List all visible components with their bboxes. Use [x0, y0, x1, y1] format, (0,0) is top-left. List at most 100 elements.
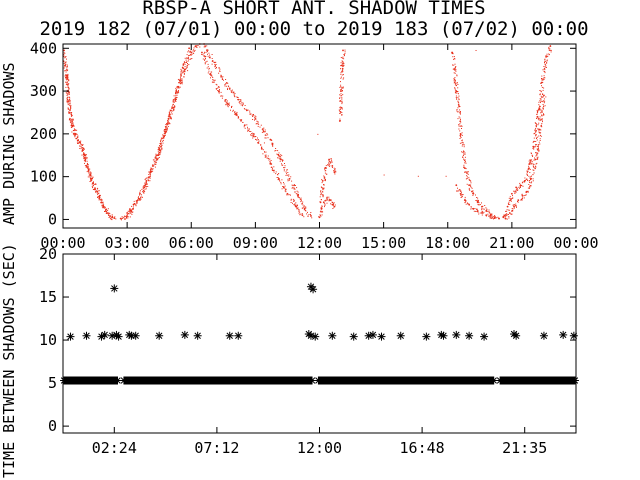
scatter-dot — [540, 125, 542, 127]
scatter-dot — [491, 213, 493, 215]
scatter-dot — [160, 151, 162, 153]
scatter-dot — [91, 185, 93, 187]
scatter-dot — [217, 87, 219, 89]
scatter-dot — [155, 155, 156, 157]
scatter-dot — [297, 191, 299, 193]
scatter-dot — [258, 142, 260, 144]
scatter-dot — [204, 59, 205, 61]
scatter-dot — [339, 110, 341, 112]
scatter-dot — [98, 192, 100, 194]
scatter-dot — [532, 148, 534, 149]
scatter-dot — [267, 155, 269, 157]
scatter-dot — [494, 216, 496, 218]
scatter-dot — [298, 209, 300, 211]
scatter-dot — [538, 119, 540, 121]
scatter-dot — [464, 171, 466, 173]
scatter-dot — [93, 189, 95, 190]
series-3 — [124, 47, 192, 220]
scatter-dot — [221, 95, 223, 97]
scatter-dot — [101, 199, 103, 201]
scatter-dot — [281, 164, 283, 166]
scatter-dot — [492, 217, 493, 219]
scatter-dot — [479, 204, 481, 205]
scatter-dot — [74, 129, 76, 131]
scatter-dot — [323, 188, 325, 190]
scatter-dot — [158, 149, 160, 151]
scatter-dot — [544, 61, 545, 63]
scatter-dot — [341, 87, 343, 88]
scatter-dot — [519, 182, 521, 184]
scatter-dot — [526, 171, 528, 173]
scatter-dot — [189, 58, 191, 60]
scatter-dot — [95, 190, 97, 192]
scatter-dot — [69, 100, 71, 102]
scatter-dot — [232, 110, 234, 112]
scatter-dot — [208, 67, 210, 69]
scatter-dot — [301, 213, 303, 215]
data-point — [463, 199, 466, 202]
scatter-dot — [177, 91, 179, 93]
scatter-dot — [220, 76, 222, 78]
scatter-dot — [159, 154, 161, 156]
scatter-dot — [505, 215, 507, 217]
scatter-dot — [542, 104, 544, 105]
scatter-dot — [341, 107, 343, 109]
scatter-dot — [273, 169, 275, 171]
scatter-dot — [533, 166, 535, 168]
scatter-dot — [541, 119, 543, 121]
scatter-dot — [80, 144, 82, 146]
scatter-dot — [190, 54, 191, 56]
x-tick-label: 12:00 — [297, 439, 342, 457]
scatter-dot — [304, 208, 306, 210]
scatter-dot — [455, 97, 457, 98]
scatter-dot — [461, 145, 463, 147]
scatter-dot — [508, 200, 510, 202]
scatter-dot — [538, 129, 540, 131]
scatter-dot — [339, 120, 341, 121]
scatter-dot — [64, 56, 66, 58]
asterisk-marker — [377, 332, 386, 341]
asterisk-marker — [82, 331, 91, 340]
scatter-dot — [204, 55, 206, 57]
scatter-dot — [172, 99, 174, 101]
scatter-dot — [471, 208, 473, 210]
scatter-dot — [180, 75, 182, 77]
scatter-dot — [85, 157, 87, 159]
scatter-dot — [69, 102, 71, 104]
scatter-dot — [342, 56, 344, 58]
scatter-dot — [184, 68, 186, 70]
scatter-dot — [184, 57, 186, 59]
scatter-dot — [160, 141, 162, 142]
scatter-dot — [251, 133, 252, 135]
scatter-dot — [206, 50, 208, 52]
scatter-dot — [467, 172, 469, 174]
scatter-dot — [146, 184, 148, 185]
scatter-dot — [235, 114, 237, 116]
scatter-dot — [66, 58, 67, 60]
scatter-dot — [463, 150, 465, 152]
scatter-dot — [490, 214, 491, 215]
scatter-dot — [65, 86, 67, 88]
scatter-dot — [271, 143, 273, 145]
bottom-plot-frame — [62, 253, 577, 434]
asterisk-marker — [110, 284, 119, 293]
scatter-dot — [334, 173, 336, 175]
scatter-dot — [540, 129, 542, 131]
scatter-dot — [70, 120, 72, 122]
scatter-dot — [293, 201, 295, 202]
scatter-dot — [535, 123, 537, 125]
scatter-dot — [141, 188, 143, 190]
scatter-dot — [231, 106, 232, 108]
scatter-dot — [267, 134, 269, 136]
series-4 — [203, 43, 313, 219]
scatter-dot — [207, 49, 209, 51]
series-12 — [504, 94, 547, 220]
scatter-dot — [536, 124, 538, 126]
scatter-dot — [208, 68, 210, 70]
scatter-dot — [470, 180, 472, 182]
scatter-dot — [537, 158, 539, 160]
scatter-dot — [150, 168, 152, 170]
scatter-dot — [543, 114, 545, 116]
scatter-dot — [541, 96, 543, 98]
scatter-dot — [164, 134, 166, 136]
